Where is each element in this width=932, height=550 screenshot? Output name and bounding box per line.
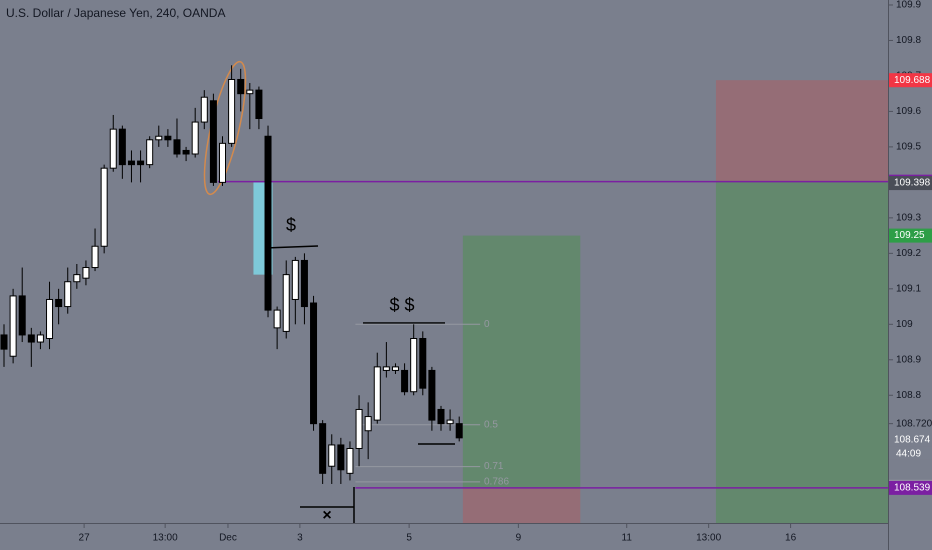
price-label-bg: [889, 228, 932, 243]
annotation: $ $: [389, 295, 414, 315]
position-zone: [462, 235, 581, 488]
candle-body: [146, 139, 154, 166]
price-label: 109.688: [894, 75, 931, 86]
y-tick-label: 109.6: [896, 106, 921, 117]
candle-body: [391, 366, 399, 371]
candle-body: [155, 135, 163, 141]
candle-body: [300, 259, 308, 308]
candle-body: [73, 274, 81, 283]
candle-body: [219, 142, 227, 183]
candle-body: [109, 128, 117, 169]
price-label-bg: [889, 480, 932, 495]
candle-body: [428, 369, 436, 421]
annotation: $: [286, 215, 296, 235]
fib-label: 0: [484, 319, 490, 330]
candle-body: [27, 334, 35, 343]
price-label-bg: [889, 176, 932, 191]
x-tick-label: 13:00: [153, 533, 178, 544]
candle-body: [118, 128, 126, 166]
candle-body: [319, 423, 327, 474]
candle-body: [246, 89, 254, 95]
candle-body: [209, 100, 217, 183]
y-tick-label: 108.9: [896, 354, 921, 365]
candle-body: [237, 78, 245, 95]
position-zone: [715, 181, 888, 524]
candle-body: [191, 121, 199, 155]
candle-body: [337, 444, 345, 471]
y-tick-label: 109.8: [896, 35, 921, 46]
candle-body: [182, 149, 190, 155]
candle-body: [36, 334, 44, 343]
x-tick-label: 13:00: [696, 533, 721, 544]
y-tick-label: 109.9: [896, 0, 921, 11]
candle-body: [291, 259, 299, 300]
x-tick-label: 3: [297, 533, 303, 544]
candle-body: [273, 309, 281, 329]
candle-body: [328, 444, 336, 467]
candle-body: [410, 337, 418, 393]
candle-body: [100, 167, 108, 247]
fib-label: 0.786: [484, 476, 509, 487]
y-tick-label: 108.720: [896, 418, 932, 429]
x-tick-label: 27: [79, 533, 91, 544]
candle-body: [127, 160, 135, 166]
candle-body: [373, 366, 381, 421]
candle-body: [64, 281, 72, 308]
candle-body: [55, 298, 63, 308]
candle-body: [382, 366, 390, 371]
candle-body: [228, 78, 236, 144]
position-zone: [462, 487, 581, 523]
candle-body: [419, 337, 427, 389]
candle-body: [164, 135, 172, 141]
x-tick-label: 9: [516, 533, 522, 544]
x-tick-label: 5: [406, 533, 412, 544]
candle-body: [446, 419, 454, 425]
candle-body: [355, 408, 363, 449]
price-label: 109.398: [894, 178, 931, 189]
fib-label: 0.5: [484, 419, 498, 430]
price-label: 108.674: [894, 435, 931, 446]
candle-body: [18, 295, 26, 336]
candle-body: [9, 295, 17, 357]
price-label: 108.539: [894, 483, 931, 494]
y-tick-label: 109: [896, 319, 913, 330]
candle-body: [46, 298, 54, 339]
candle-body: [364, 416, 372, 432]
y-tick-label: 108.8: [896, 390, 921, 401]
candle-body: [346, 447, 354, 474]
candle-body: [200, 96, 208, 123]
candle-body: [173, 139, 181, 155]
x-tick-label: 11: [622, 533, 633, 544]
candle-body: [82, 267, 90, 279]
y-tick-label: 109.1: [896, 283, 921, 294]
zones: [253, 80, 888, 524]
candle-body: [401, 369, 409, 393]
annotation: ×: [322, 507, 331, 524]
candle-body: [437, 408, 445, 425]
x-tick-label: Dec: [219, 533, 237, 544]
candle-body: [0, 334, 8, 350]
fib-label: 0.71: [484, 461, 504, 472]
y-tick-label: 109.5: [896, 142, 921, 153]
price-label-bg: [889, 432, 932, 447]
trend-line: [264, 245, 319, 249]
x-tick-label: 16: [785, 533, 797, 544]
price-label: 109.25: [894, 230, 925, 241]
candle-body: [455, 423, 463, 439]
candle-body: [310, 302, 318, 425]
countdown: 44:09: [896, 449, 921, 460]
y-tick-label: 109.2: [896, 248, 921, 259]
candle-body: [282, 274, 290, 332]
candle-body: [264, 135, 272, 311]
candle-body: [137, 160, 145, 166]
countdown-bg: [889, 446, 932, 460]
chart-title: U.S. Dollar / Japanese Yen, 240, OANDA: [6, 6, 225, 20]
y-tick-label: 109.3: [896, 212, 921, 223]
price-label-bg: [889, 73, 932, 88]
position-zone: [715, 80, 888, 182]
candle-body: [255, 89, 263, 120]
candle-body: [91, 245, 99, 269]
